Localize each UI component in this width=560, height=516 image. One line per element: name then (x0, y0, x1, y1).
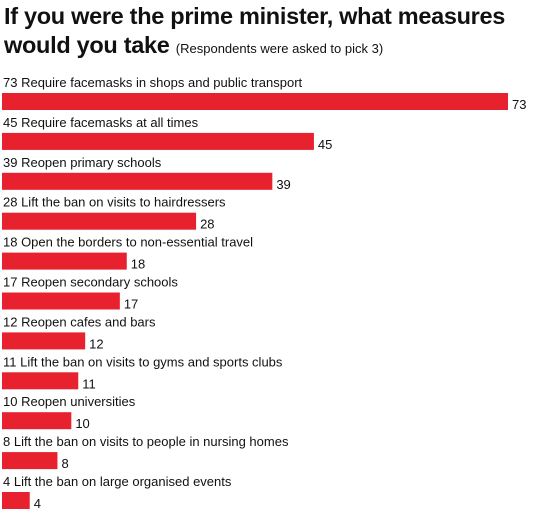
bar-reopen-cafes-and-bars (2, 332, 86, 350)
value-label-reopen-secondary-schools: 17 (124, 297, 138, 312)
category-label-reopen-secondary-schools: 17 Reopen secondary schools (3, 275, 178, 290)
category-label-lift-the-ban-on-visits-to-gyms-and-sports-clubs: 11 Lift the ban on visits to gyms and sp… (3, 354, 283, 369)
category-label-reopen-cafes-and-bars: 12 Reopen cafes and bars (3, 314, 156, 329)
value-label-reopen-cafes-and-bars: 12 (89, 336, 103, 351)
category-label-lift-the-ban-on-visits-to-people-in-nursing-homes: 8 Lift the ban on visits to people in nu… (3, 434, 289, 449)
bar-lift-the-ban-on-visits-to-hairdressers (2, 212, 197, 230)
chart-subtitle: (Respondents were asked to pick 3) (175, 41, 384, 56)
value-label-require-facemasks-in-shops-and-public-transport: 73 (512, 97, 526, 112)
value-label-reopen-universities: 10 (75, 416, 89, 431)
category-label-reopen-primary-schools: 39 Reopen primary schools (3, 155, 162, 170)
value-label-lift-the-ban-on-visits-to-people-in-nursing-homes: 8 (61, 456, 68, 471)
chart-title-text: If you were the prime minister, what mea… (4, 3, 506, 58)
bar-require-facemasks-in-shops-and-public-transport (2, 93, 508, 110)
category-label-lift-the-ban-on-large-organised-events: 4 Lift the ban on large organised events (3, 474, 232, 489)
category-label-lift-the-ban-on-visits-to-hairdressers: 28 Lift the ban on visits to hairdresser… (3, 195, 226, 210)
category-label-open-the-borders-to-non-essential-travel: 18 Open the borders to non-essential tra… (3, 235, 253, 250)
category-label-require-facemasks-in-shops-and-public-transport: 73 Require facemasks in shops and public… (3, 75, 303, 90)
value-label-lift-the-ban-on-visits-to-hairdressers: 28 (200, 217, 214, 232)
value-label-lift-the-ban-on-large-organised-events: 4 (34, 496, 41, 511)
category-label-reopen-universities: 10 Reopen universities (3, 394, 136, 409)
value-label-reopen-primary-schools: 39 (276, 177, 290, 192)
bar-lift-the-ban-on-visits-to-gyms-and-sports-clubs (2, 372, 79, 390)
bar-require-facemasks-at-all-times (2, 132, 314, 150)
bar-lift-the-ban-on-visits-to-people-in-nursing-homes (2, 452, 58, 470)
chart-title: If you were the prime minister, what mea… (4, 2, 556, 63)
bar-reopen-secondary-schools (2, 292, 120, 310)
bar-lift-the-ban-on-large-organised-events (2, 492, 30, 509)
bar-reopen-primary-schools (2, 172, 273, 190)
bar-open-the-borders-to-non-essential-travel (2, 252, 127, 270)
value-label-lift-the-ban-on-visits-to-gyms-and-sports-clubs: 11 (82, 376, 96, 391)
category-label-require-facemasks-at-all-times: 45 Require facemasks at all times (3, 115, 199, 130)
value-label-open-the-borders-to-non-essential-travel: 18 (131, 257, 145, 272)
bar-reopen-universities (2, 412, 72, 430)
value-label-require-facemasks-at-all-times: 45 (318, 137, 332, 152)
